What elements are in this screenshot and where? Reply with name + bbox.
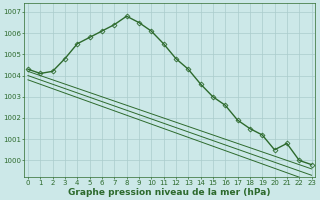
X-axis label: Graphe pression niveau de la mer (hPa): Graphe pression niveau de la mer (hPa): [68, 188, 271, 197]
